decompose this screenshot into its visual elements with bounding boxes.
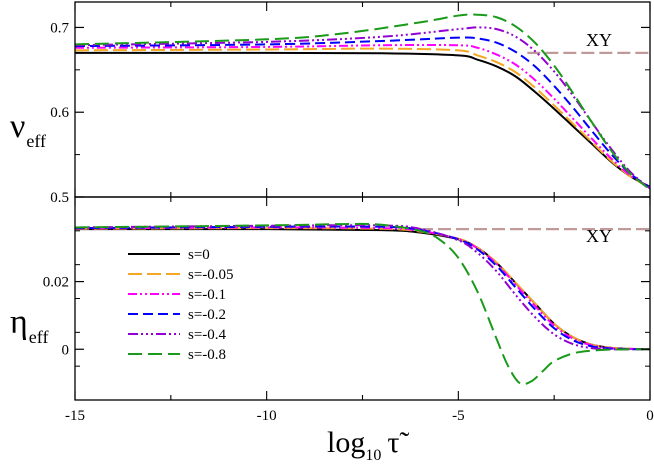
- series-line-bottom-5: [75, 222, 650, 386]
- series-line-bottom-1: [75, 227, 650, 351]
- legend-label-3: s=-0.2: [188, 307, 226, 323]
- x-tick-label: 0: [646, 408, 654, 424]
- bottom-panel: 0 0.02 ηeff XY: [10, 196, 651, 401]
- x-tick-label: -15: [65, 408, 85, 424]
- series-line-top-5: [75, 13, 650, 191]
- legend-label-1: s=-0.05: [188, 267, 234, 283]
- series-line-top-0: [75, 51, 650, 188]
- x-tick-label: -10: [257, 408, 277, 424]
- y-axis-label-bottom: ηeff: [10, 304, 48, 347]
- y-tick-label-top: 0.5: [50, 190, 69, 206]
- series-line-top-3: [75, 36, 650, 189]
- series-line-top-1: [75, 47, 650, 189]
- y-tick-label-top: 0.6: [50, 105, 69, 121]
- x-tick-label: -5: [452, 408, 465, 424]
- series-line-bottom-4: [75, 224, 650, 351]
- x-axis-label: log10 τ̃: [327, 426, 409, 464]
- xy-annotation-bottom: XY: [586, 226, 612, 246]
- legend-label-5: s=-0.8: [188, 347, 226, 363]
- series-line-bottom-2: [75, 226, 650, 351]
- legend-label-0: s=0: [188, 247, 210, 263]
- legend: s=0 s=-0.05 s=-0.1 s=-0.2 s=-0.4 s=-0.8: [128, 247, 234, 363]
- y-tick-label-bottom: 0: [62, 342, 70, 358]
- series-line-top-4: [75, 26, 650, 190]
- y-tick-label-bottom: 0.02: [43, 275, 69, 291]
- legend-label-2: s=-0.1: [188, 287, 226, 303]
- shared-x-axis: -15 -10 -5 0 log10 τ̃: [65, 408, 654, 464]
- xy-annotation-top: XY: [586, 30, 612, 50]
- y-axis-label-top: νeff: [10, 108, 46, 151]
- series-group-bottom: [75, 222, 650, 386]
- y-tick-label-top: 0.7: [50, 20, 69, 36]
- legend-label-4: s=-0.4: [188, 327, 227, 343]
- top-panel: 0.5 0.6 0.7 νeff XY: [10, 1, 651, 206]
- series-line-top-2: [75, 43, 650, 189]
- series-group-top: [75, 13, 650, 191]
